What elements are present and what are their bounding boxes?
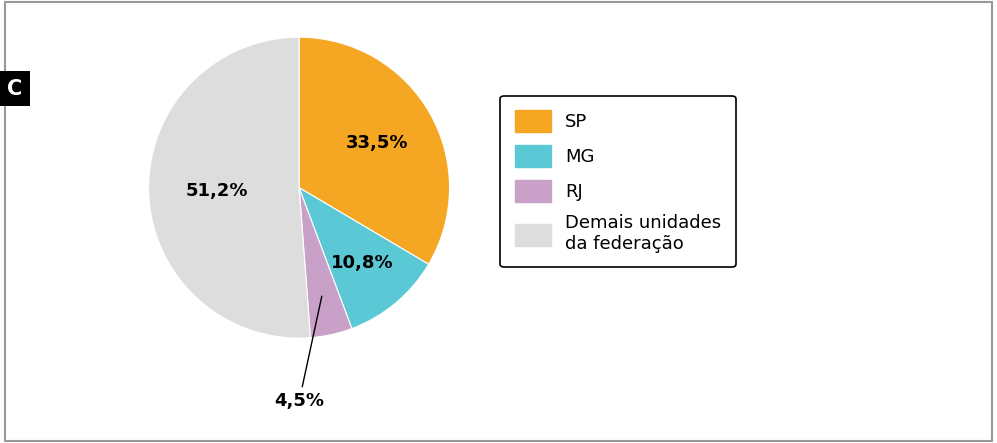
Wedge shape — [299, 188, 429, 329]
Text: 33,5%: 33,5% — [346, 134, 409, 152]
Text: 10,8%: 10,8% — [331, 253, 393, 272]
Text: C: C — [7, 78, 23, 99]
Wedge shape — [299, 188, 352, 338]
Wedge shape — [149, 37, 310, 338]
Text: 51,2%: 51,2% — [185, 182, 247, 200]
Wedge shape — [299, 37, 450, 264]
Text: 4,5%: 4,5% — [274, 296, 324, 410]
Legend: SP, MG, RJ, Demais unidades
da federação: SP, MG, RJ, Demais unidades da federação — [500, 96, 736, 268]
